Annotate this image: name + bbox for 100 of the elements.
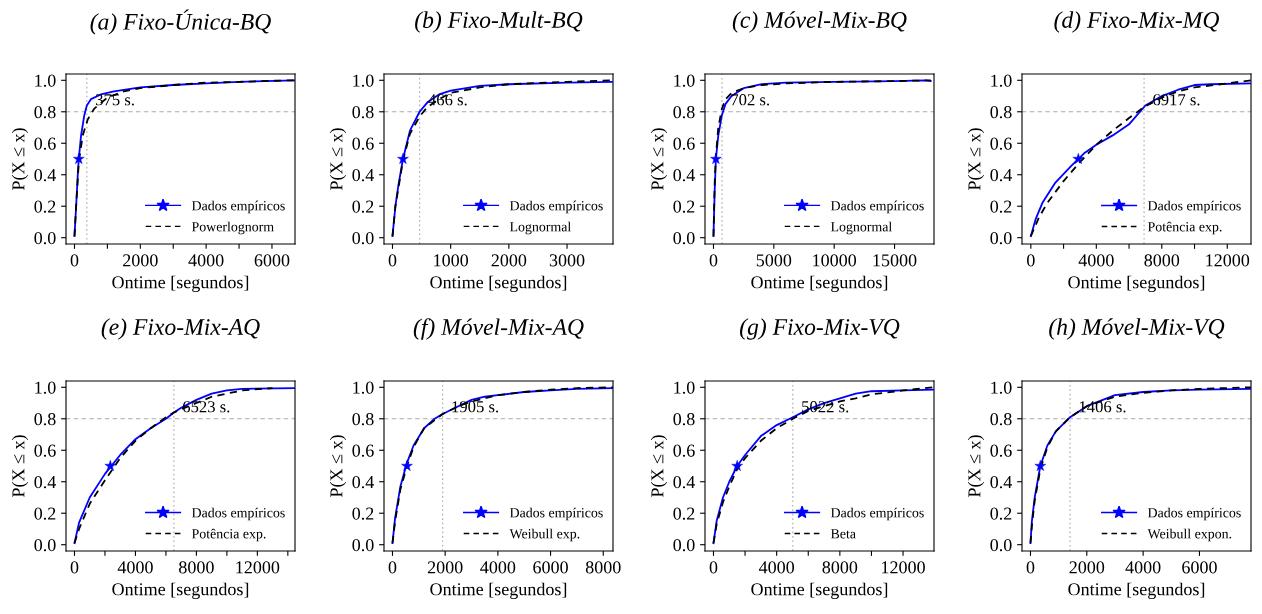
x-tick-label: 0: [709, 254, 718, 267]
chart-title: (c) Móvel-Mix-BQ: [732, 11, 907, 33]
legend-label: Potência exp.: [191, 528, 266, 542]
y-tick-label: 0.8: [673, 413, 695, 426]
legend-label: Potência exp.: [1147, 221, 1222, 235]
y-tick-label: 1.0: [35, 381, 56, 394]
legend-label: Dados empíricos: [191, 507, 285, 521]
x-tick-label: 12000: [236, 561, 280, 574]
y-tick-label: 0.0: [990, 538, 1012, 552]
x-tick-label: 1000: [434, 254, 469, 267]
x-tick-label: 8000: [179, 561, 214, 574]
y-axis-title: P(X ≤ x): [967, 128, 985, 191]
chart-title: (h) Móvel-Mix-VQ: [1049, 318, 1225, 340]
y-tick-label: 1.0: [35, 74, 56, 87]
y-axis-title: P(X ≤ x): [11, 435, 29, 498]
legend-label: Dados empíricos: [509, 507, 603, 521]
x-axis-title: Ontime [segundos]: [751, 275, 888, 293]
legend-label: Dados empíricos: [509, 200, 603, 214]
y-tick-label: 0.8: [352, 413, 374, 426]
legend-label: Dados empíricos: [830, 507, 924, 521]
x-axis-title: Ontime [segundos]: [430, 275, 567, 293]
y-tick-label: 0.8: [990, 413, 1012, 426]
y-tick-label: 0.4: [673, 476, 695, 489]
x-axis-title: Ontime [segundos]: [112, 275, 249, 293]
chart-title: (b) Fixo-Mult-BQ: [415, 11, 583, 33]
x-tick-label: 2000: [491, 254, 527, 267]
x-tick-label: 6000: [533, 561, 568, 574]
x-tick-label: 4000: [1078, 254, 1114, 267]
x-tick-label: 0: [70, 561, 79, 574]
x-axis-title: Ontime [segundos]: [430, 582, 567, 600]
legend-label: Beta: [830, 529, 856, 539]
y-tick-label: 0.4: [34, 169, 56, 182]
y-tick-label: 0.2: [34, 507, 56, 520]
y-tick-label: 1.0: [991, 74, 1012, 87]
x-tick-label: 12000: [882, 561, 925, 574]
x-tick-label: 4000: [117, 561, 153, 574]
ref-line-label: 6523 s.: [182, 401, 230, 413]
x-tick-label: 5000: [756, 254, 792, 267]
y-tick-label: 0.0: [673, 231, 695, 245]
x-tick-label: 12000: [1206, 254, 1250, 267]
y-tick-label: 0.0: [34, 538, 56, 552]
legend-label: Weibull expon.: [1147, 528, 1232, 542]
y-tick-label: 0.6: [34, 444, 56, 457]
y-tick-label: 0.4: [34, 476, 56, 489]
x-tick-label: 4000: [1125, 561, 1161, 574]
x-tick-label: 2000: [123, 254, 158, 267]
y-axis-title: P(X ≤ x): [329, 128, 347, 191]
chart-title: (d) Fixo-Mix-MQ: [1054, 11, 1219, 33]
y-tick-label: 1.0: [674, 381, 695, 394]
legend-label: Dados empíricos: [191, 200, 285, 214]
y-axis-title: P(X ≤ x): [967, 435, 985, 498]
x-tick-label: 2000: [427, 561, 463, 574]
y-tick-label: 0.8: [990, 106, 1012, 119]
x-tick-label: 0: [709, 561, 718, 574]
x-tick-label: 3000: [549, 254, 585, 267]
y-tick-label: 0.8: [34, 106, 56, 119]
x-axis-title: Ontime [segundos]: [112, 582, 249, 600]
ref-line-label: 6917 s.: [1153, 94, 1200, 106]
y-tick-label: 0.6: [34, 137, 56, 150]
y-axis-title: P(X ≤ x): [650, 128, 668, 191]
x-axis-title: Ontime [segundos]: [751, 582, 888, 600]
x-tick-label: 0: [70, 254, 79, 267]
x-tick-label: 8000: [822, 561, 858, 574]
y-tick-label: 0.2: [34, 200, 56, 213]
chart-title: (g) Fixo-Mix-VQ: [740, 318, 900, 340]
x-axis-title: Ontime [segundos]: [1068, 582, 1205, 600]
y-tick-label: 0.0: [34, 231, 56, 245]
chart-title: (e) Fixo-Mix-AQ: [101, 318, 260, 340]
y-tick-label: 0.2: [352, 200, 374, 213]
y-tick-label: 0.2: [673, 507, 695, 520]
y-tick-label: 0.0: [352, 538, 374, 552]
y-tick-label: 0.8: [352, 106, 374, 119]
y-tick-label: 0.4: [673, 169, 695, 182]
y-tick-label: 0.6: [990, 137, 1012, 150]
y-tick-label: 0.8: [673, 106, 695, 119]
x-tick-label: 2000: [1069, 561, 1105, 574]
y-tick-label: 0.0: [673, 538, 695, 552]
x-tick-label: 8000: [585, 561, 621, 574]
x-tick-label: 4000: [480, 561, 516, 574]
legend-label: Dados empíricos: [1147, 200, 1241, 214]
x-tick-label: 15000: [873, 254, 917, 267]
y-tick-label: 0.2: [673, 200, 695, 213]
y-tick-label: 0.4: [352, 169, 374, 182]
y-tick-label: 0.4: [352, 476, 374, 489]
x-tick-label: 0: [388, 254, 397, 267]
y-tick-label: 0.2: [990, 507, 1012, 520]
x-tick-label: 6000: [254, 254, 290, 267]
y-tick-label: 0.0: [990, 231, 1012, 245]
y-tick-label: 1.0: [674, 74, 695, 87]
legend-label: Lognormal: [830, 221, 892, 235]
legend-label: Dados empíricos: [830, 200, 924, 214]
x-tick-label: 8000: [1144, 254, 1180, 267]
y-axis-title: P(X ≤ x): [11, 128, 29, 191]
y-tick-label: 0.6: [352, 444, 374, 457]
y-tick-label: 0.8: [34, 413, 56, 426]
legend-label: Lognormal: [509, 221, 571, 235]
y-tick-label: 1.0: [991, 381, 1012, 394]
y-tick-label: 0.4: [990, 169, 1012, 182]
y-tick-label: 0.6: [990, 444, 1012, 457]
legend-label: Dados empíricos: [1147, 507, 1241, 521]
